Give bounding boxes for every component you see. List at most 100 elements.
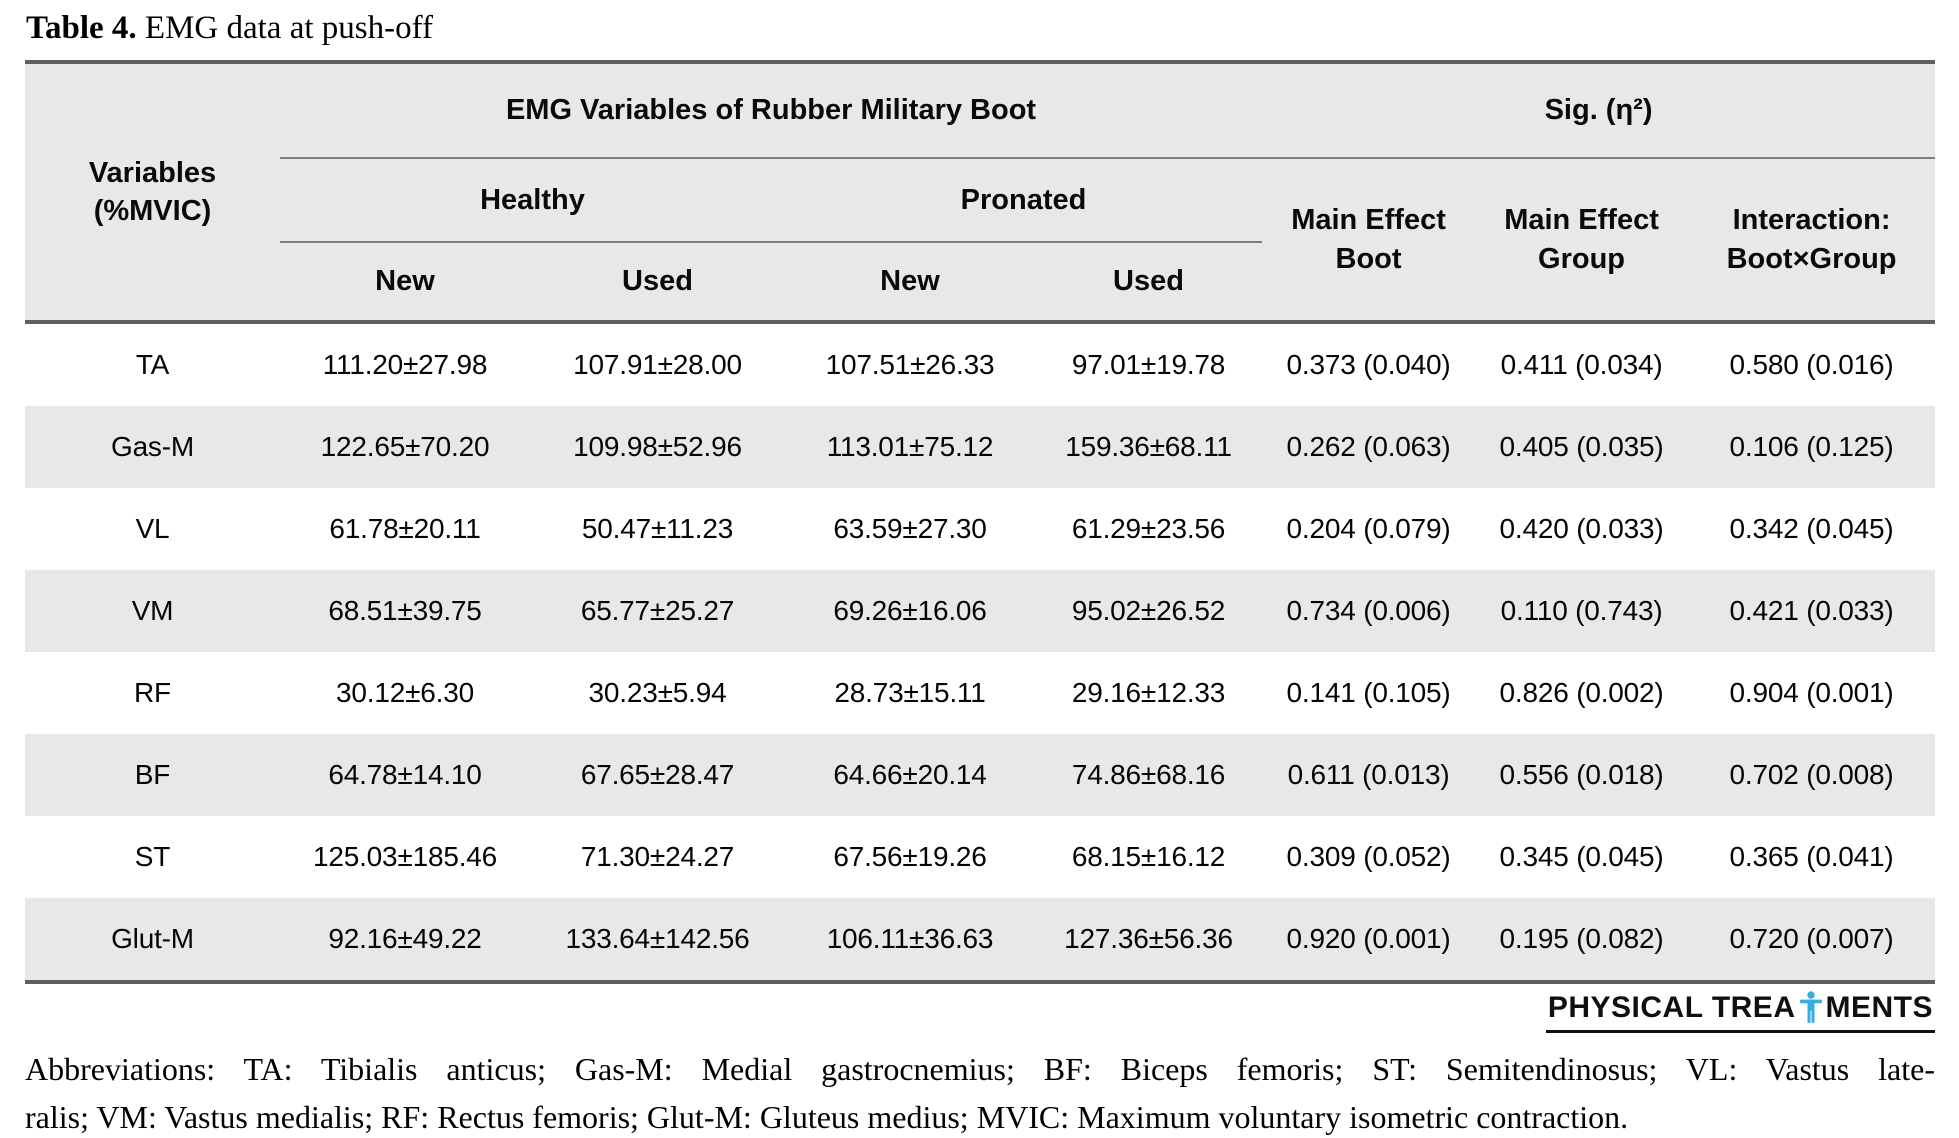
data-cell: 0.204 (0.079) [1262, 488, 1476, 570]
data-cell: 0.611 (0.013) [1262, 734, 1476, 816]
data-cell: 107.51±26.33 [785, 322, 1035, 406]
data-cell: 0.734 (0.006) [1262, 570, 1476, 652]
data-cell: 63.59±27.30 [785, 488, 1035, 570]
data-cell: 0.405 (0.035) [1475, 406, 1689, 488]
data-cell: 0.195 (0.082) [1475, 898, 1689, 982]
header-row-conditions: Healthy Pronated Main Effect Boot Main E… [25, 158, 1936, 324]
footnote: Abbreviations: TA: Tibialis anticus; Gas… [25, 1048, 1935, 1138]
data-cell: 127.36±56.36 [1035, 898, 1263, 982]
header-variables: Variables (%MVIC) [25, 62, 280, 324]
footnote-line-1: Abbreviations: TA: Tibialis anticus; Gas… [25, 1051, 1935, 1087]
data-cell: 0.345 (0.045) [1475, 816, 1689, 898]
data-cell: 92.16±49.22 [280, 898, 530, 982]
data-cell: 71.30±24.27 [530, 816, 785, 898]
header-emg-group-label: EMG Variables of Rubber Military Boot [505, 94, 1037, 126]
data-cell: 133.64±142.56 [530, 898, 785, 982]
data-cell: 0.556 (0.018) [1475, 734, 1689, 816]
header-row-boot-state: New Used New Used [25, 242, 1935, 324]
header-healthy-new-label: New [375, 265, 435, 297]
table-row: ST 125.03±185.46 71.30±24.27 67.56±19.26 68.… [25, 816, 1936, 898]
header-main-effect-group-label: Main Effect Group [1504, 204, 1659, 275]
data-cell: 97.01±19.78 [1035, 322, 1263, 406]
data-cell: 122.65±70.20 [280, 406, 530, 488]
header-sig-group-label: Sig. (η²) [1544, 94, 1653, 126]
table-row: BF 64.78±14.10 67.65±28.47 64.66±20.14 74.86… [25, 734, 1936, 816]
header-pronated-new: New [785, 242, 1035, 324]
data-cell: 0.365 (0.041) [1688, 816, 1936, 898]
data-cell: 0.373 (0.040) [1262, 322, 1476, 406]
data-cell: 69.26±16.06 [785, 570, 1035, 652]
data-cell: 30.23±5.94 [530, 652, 785, 734]
header-interaction-label: Interaction: Boot×Group [1726, 204, 1897, 275]
data-cell: 0.920 (0.001) [1262, 898, 1476, 982]
row-label: ST [25, 816, 280, 898]
data-cell: 68.15±16.12 [1035, 816, 1263, 898]
data-cell: 65.77±25.27 [530, 570, 785, 652]
data-cell: 0.141 (0.105) [1262, 652, 1476, 734]
data-cell: 28.73±15.11 [785, 652, 1035, 734]
header-pronated-used: Used [1035, 242, 1263, 324]
data-cell: 95.02±26.52 [1035, 570, 1263, 652]
data-cell: 0.262 (0.063) [1262, 406, 1476, 488]
header-pronated: Pronated [785, 158, 1263, 243]
row-label: VM [25, 570, 280, 652]
header-sig-group: Sig. (η²) [1262, 62, 1936, 159]
table-caption-number: Table 4. [26, 10, 137, 46]
data-cell: 106.11±36.63 [785, 898, 1035, 982]
data-cell: 67.65±28.47 [530, 734, 785, 816]
data-cell: 0.411 (0.034) [1475, 322, 1689, 406]
header-main-effect-group: Main Effect Group [1475, 158, 1689, 324]
data-cell: 61.29±23.56 [1035, 488, 1263, 570]
data-cell: 29.16±12.33 [1035, 652, 1263, 734]
table-row: Glut-M 92.16±49.22 133.64±142.56 106.11±36.… [25, 898, 1936, 982]
data-cell: 74.86±68.16 [1035, 734, 1263, 816]
table-row: Gas-M 122.65±70.20 109.98±52.96 113.01±75.1… [25, 406, 1936, 488]
footnote-line-2: ralis; VM: Vastus medialis; RF: Rectus f… [25, 1099, 1629, 1135]
data-cell: 50.47±11.23 [530, 488, 785, 570]
data-cell: 61.78±20.11 [280, 488, 530, 570]
header-pronated-label: Pronated [960, 183, 1087, 216]
data-cell: 0.720 (0.007) [1688, 898, 1936, 982]
row-label: BF [25, 734, 280, 816]
data-cell: 0.110 (0.743) [1475, 570, 1689, 652]
table-caption-title: EMG data at push-off [136, 10, 433, 46]
table-row: VM 68.51±39.75 65.77±25.27 69.26±16.06 95.02… [25, 570, 1936, 652]
table-row: TA 111.20±27.98 107.91±28.00 107.51±26.33 97… [25, 322, 1936, 406]
data-cell: 67.56±19.26 [785, 816, 1035, 898]
header-healthy-used-label: Used [622, 265, 693, 297]
header-healthy-used: Used [530, 242, 785, 324]
header-interaction: Interaction: Boot×Group [1688, 158, 1936, 324]
header-main-effect-boot: Main Effect Boot [1262, 158, 1476, 324]
row-label: Gas-M [25, 406, 280, 488]
header-healthy: Healthy [280, 158, 785, 243]
data-cell: 125.03±185.46 [280, 816, 530, 898]
data-cell: 0.309 (0.052) [1262, 816, 1476, 898]
header-pronated-new-label: New [880, 265, 940, 297]
data-cell: 159.36±68.11 [1035, 406, 1263, 488]
logo-text-left: PHYSICAL TREA [1547, 991, 1796, 1024]
header-healthy-label: Healthy [480, 183, 585, 216]
table-row: VL 61.78±20.11 50.47±11.23 63.59±27.30 61.29… [25, 488, 1936, 570]
journal-logo: PHYSICAL TREA MENTS [1545, 991, 1935, 1033]
data-cell: 107.91±28.00 [530, 322, 785, 406]
row-label: Glut-M [25, 898, 280, 982]
header-variables-label: Variables (%MVIC) [88, 156, 217, 227]
data-cell: 0.342 (0.045) [1688, 488, 1936, 570]
header-emg-group: EMG Variables of Rubber Military Boot [280, 62, 1263, 159]
journal-logo-row: PHYSICAL TREA MENTS [25, 991, 1935, 1033]
logo-text-right: MENTS [1825, 991, 1933, 1024]
data-cell: 68.51±39.75 [280, 570, 530, 652]
data-cell: 111.20±27.98 [280, 322, 530, 406]
row-label: TA [25, 322, 280, 406]
emg-data-table: Variables (%MVIC) EMG Variables of Rubbe… [25, 60, 1936, 984]
header-main-effect-boot-label: Main Effect Boot [1291, 204, 1446, 275]
data-cell: 0.580 (0.016) [1688, 322, 1936, 406]
row-label: RF [25, 652, 280, 734]
data-cell: 0.904 (0.001) [1688, 652, 1936, 734]
data-cell: 0.421 (0.033) [1688, 570, 1936, 652]
data-cell: 0.826 (0.002) [1475, 652, 1689, 734]
header-row-groups: Variables (%MVIC) EMG Variables of Rubbe… [25, 62, 1936, 324]
data-cell: 64.78±14.10 [280, 734, 530, 816]
data-cell: 113.01±75.12 [785, 406, 1035, 488]
